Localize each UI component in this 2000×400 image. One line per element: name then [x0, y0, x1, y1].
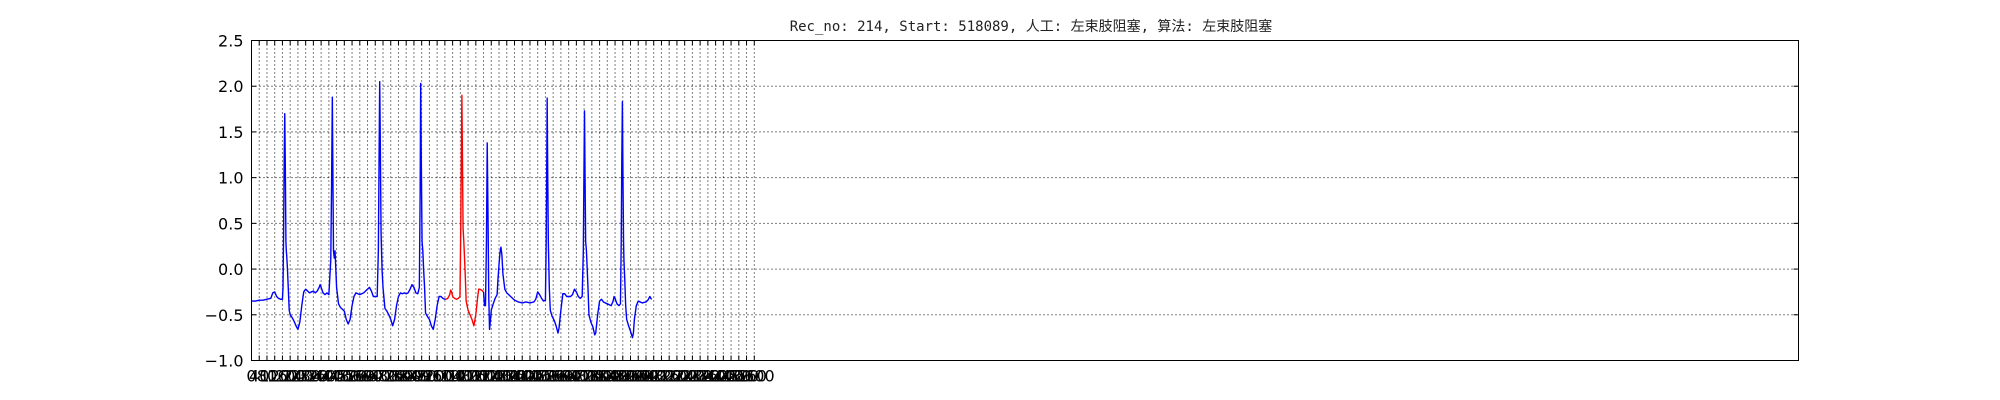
x-tick-label: 2200: [657, 367, 698, 386]
x-tick-label: 1760: [571, 367, 612, 386]
x-tick-label: 2000: [618, 367, 659, 386]
x-tick-label: 800: [391, 367, 422, 386]
x-tick-label: 1120: [448, 367, 489, 386]
x-tick-label: 520: [337, 367, 368, 386]
chart-title: Rec_no: 214, Start: 518089, 人工: 左束肢阻塞, 算…: [790, 18, 1273, 35]
y-tick-label: 1.5: [218, 123, 243, 142]
x-tick-label: 2120: [641, 367, 682, 386]
grid: [251, 40, 1799, 361]
x-tick-label: 2520: [718, 367, 759, 386]
x-tick-label: 1080: [440, 367, 481, 386]
x-tick-label: 1600: [541, 367, 582, 386]
x-tick-label: 2600: [734, 367, 775, 386]
x-tick-label: 920: [414, 367, 445, 386]
x-tick-label: 2280: [672, 367, 713, 386]
x-tick-label: 360: [306, 367, 337, 386]
x-tick-label: 0: [246, 367, 256, 386]
x-axis-tick-labels: 0408012016020024028032036040044048052056…: [246, 367, 774, 386]
x-tick-label: 200: [275, 367, 306, 386]
x-tick-label: 120: [259, 367, 290, 386]
x-tick-label: 1040: [432, 367, 473, 386]
plot-series: [251, 80, 653, 339]
axis-ticks: [251, 40, 1799, 361]
x-tick-label: 2480: [711, 367, 752, 386]
x-tick-label: 1480: [517, 367, 558, 386]
x-tick-label: 480: [329, 367, 360, 386]
x-tick-label: 2360: [688, 367, 729, 386]
x-tick-label: 640: [360, 367, 391, 386]
x-tick-label: 2440: [703, 367, 744, 386]
x-tick-label: 440: [321, 367, 352, 386]
x-tick-label: 1280: [479, 367, 520, 386]
x-tick-label: 1960: [610, 367, 651, 386]
x-tick-label: 1720: [564, 367, 605, 386]
x-tick-label: 1680: [556, 367, 597, 386]
x-tick-label: 160: [267, 367, 298, 386]
x-tick-label: 1320: [486, 367, 527, 386]
x-tick-label: 1360: [494, 367, 535, 386]
x-tick-label: 2040: [626, 367, 667, 386]
x-tick-label: 2080: [633, 367, 674, 386]
y-tick-label: −1.0: [205, 352, 244, 371]
x-tick-label: 760: [383, 367, 414, 386]
y-tick-label: 2.5: [218, 32, 243, 51]
x-tick-label: 720: [375, 367, 406, 386]
ecg-trace-segment-1: [251, 80, 446, 331]
x-tick-label: 240: [283, 367, 314, 386]
x-tick-label: 600: [352, 367, 383, 386]
x-tick-label: 1240: [471, 367, 512, 386]
x-tick-label: 80: [257, 367, 277, 386]
x-tick-label: 960: [422, 367, 453, 386]
x-tick-label: 1160: [455, 367, 496, 386]
x-tick-label: 1920: [602, 367, 643, 386]
x-tick-label: 2160: [649, 367, 690, 386]
x-tick-label: 320: [298, 367, 329, 386]
y-tick-label: 1.0: [218, 169, 243, 188]
x-tick-label: 1800: [579, 367, 620, 386]
x-tick-label: 1000: [425, 367, 466, 386]
x-tick-label: 560: [345, 367, 376, 386]
ecg-trace-segment-3: [482, 97, 653, 339]
x-tick-label: 2240: [664, 367, 705, 386]
y-tick-label: 2.0: [218, 77, 243, 96]
x-tick-label: 2560: [726, 367, 767, 386]
y-tick-label: 0.5: [218, 214, 243, 233]
x-tick-label: 40: [249, 367, 269, 386]
x-tick-label: 680: [368, 367, 399, 386]
ecg-trace-segment-2: [445, 94, 485, 327]
y-tick-label: 0.0: [218, 260, 243, 279]
x-tick-label: 1520: [525, 367, 566, 386]
x-tick-label: 1440: [510, 367, 551, 386]
x-tick-label: 280: [290, 367, 321, 386]
y-tick-label: −0.5: [205, 306, 244, 325]
x-tick-label: 1640: [548, 367, 589, 386]
x-tick-label: 840: [399, 367, 430, 386]
y-axis-tick-labels: −1.0 −0.5 0.0 0.5 1.0 1.5 2.0 2.5: [205, 32, 244, 371]
x-tick-label: 1840: [587, 367, 628, 386]
x-tick-label: 1560: [533, 367, 574, 386]
x-tick-label: 880: [406, 367, 437, 386]
x-tick-label: 1200: [463, 367, 504, 386]
x-tick-label: 1400: [502, 367, 543, 386]
plot-frame: [251, 40, 1799, 361]
x-tick-label: 2400: [695, 367, 736, 386]
x-tick-label: 1880: [595, 367, 636, 386]
x-tick-label: 400: [314, 367, 345, 386]
x-tick-label: 2320: [680, 367, 721, 386]
